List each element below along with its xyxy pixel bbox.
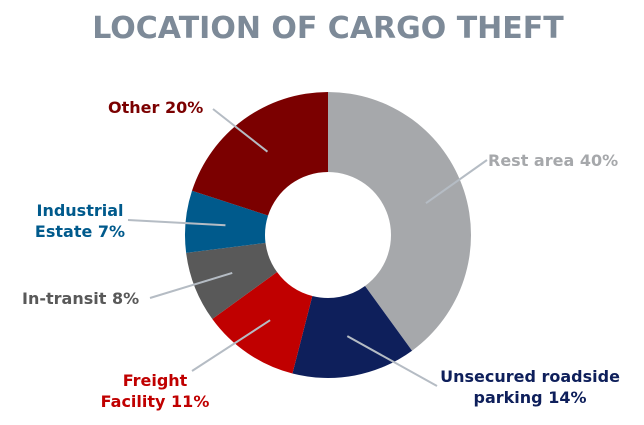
leader-line <box>127 219 226 227</box>
slice-label: Industrial Estate 7% <box>30 200 130 242</box>
category-label: Unsecured roadside parking <box>440 367 620 407</box>
category-label: Freight Facility <box>100 371 188 411</box>
leader-line <box>149 271 233 299</box>
chart-title: LOCATION OF CARGO THEFT <box>92 11 564 46</box>
donut-slice <box>328 92 471 351</box>
value-label: 11% <box>171 392 210 411</box>
slice-label: Rest area 40% <box>488 150 618 171</box>
category-label: Industrial Estate <box>34 201 124 241</box>
leader-line <box>425 159 488 204</box>
category-label: Other <box>108 98 160 117</box>
slice-label: Freight Facility 11% <box>95 370 215 412</box>
leader-line <box>191 319 271 372</box>
donut-slice <box>185 190 269 253</box>
donut-slice <box>186 242 278 320</box>
donut-slice <box>212 272 313 374</box>
donut-slice <box>191 92 328 216</box>
slice-label: In-transit 8% <box>22 288 139 309</box>
slice-label: Unsecured roadside parking 14% <box>430 366 630 408</box>
category-label: In-transit <box>22 289 107 308</box>
value-label: 7% <box>97 222 126 241</box>
value-label: 20% <box>164 98 204 117</box>
leader-line <box>346 335 438 387</box>
value-label: 8% <box>111 289 140 308</box>
leader-line <box>212 108 269 153</box>
value-label: 14% <box>548 388 587 407</box>
category-label: Rest area <box>488 151 575 170</box>
slice-label: Other 20% <box>108 97 203 118</box>
value-label: 40% <box>579 151 619 170</box>
